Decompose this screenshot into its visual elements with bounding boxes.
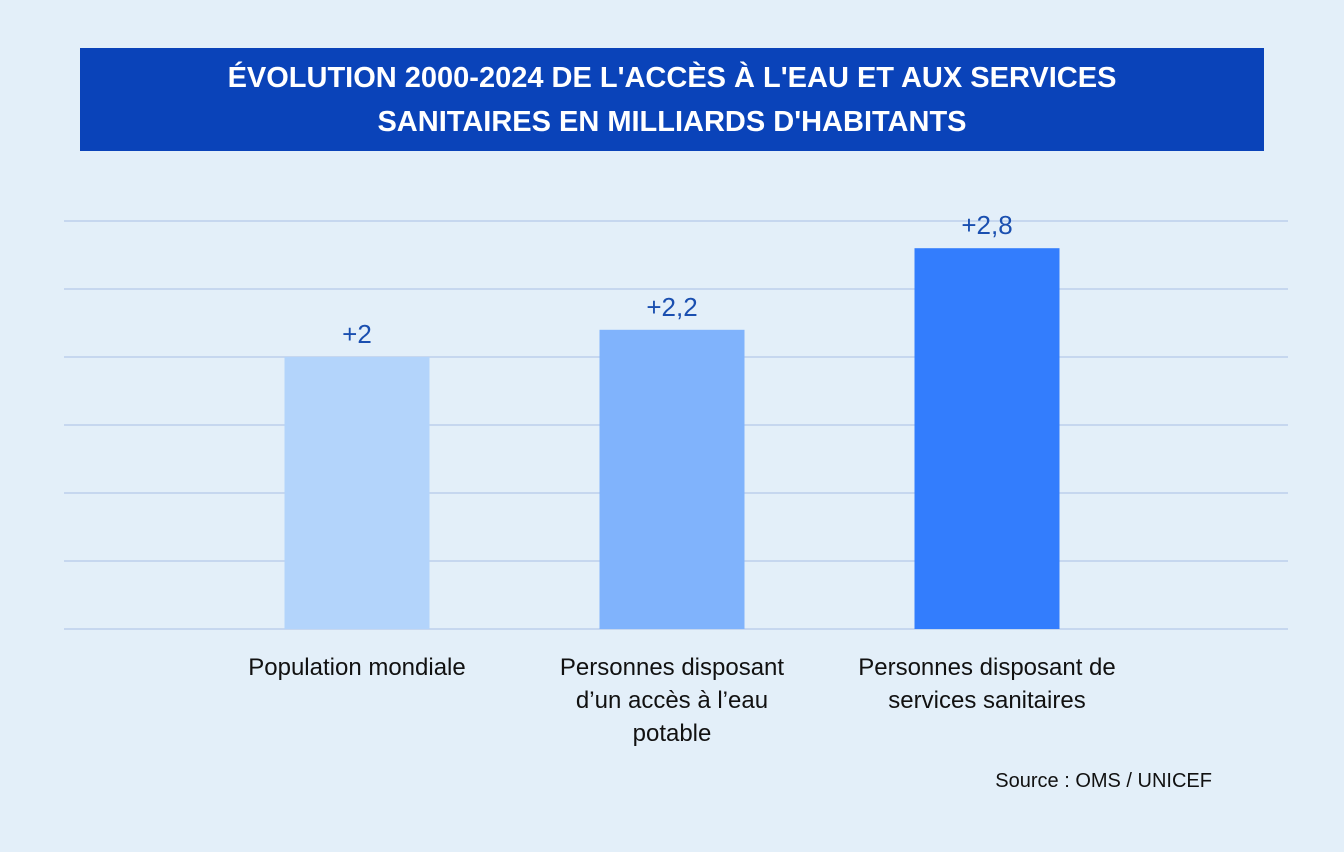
x-tick-label: Population mondiale <box>248 654 466 681</box>
value-label: +2,2 <box>646 292 697 322</box>
title-banner: ÉVOLUTION 2000-2024 DE L'ACCÈS À L'EAU E… <box>80 48 1264 151</box>
x-tick-label: Personnes disposant d’un accès à l’eau p… <box>559 654 785 747</box>
bar <box>914 248 1060 629</box>
x-tick-label: Personnes disposant de services sanitair… <box>858 654 1116 714</box>
value-label: +2 <box>342 319 372 349</box>
bar <box>284 357 430 629</box>
chart-title: ÉVOLUTION 2000-2024 DE L'ACCÈS À L'EAU E… <box>227 61 1117 138</box>
value-label: +2,8 <box>961 210 1012 240</box>
source-note: Source : OMS / UNICEF <box>995 770 1212 792</box>
bar <box>599 329 745 629</box>
